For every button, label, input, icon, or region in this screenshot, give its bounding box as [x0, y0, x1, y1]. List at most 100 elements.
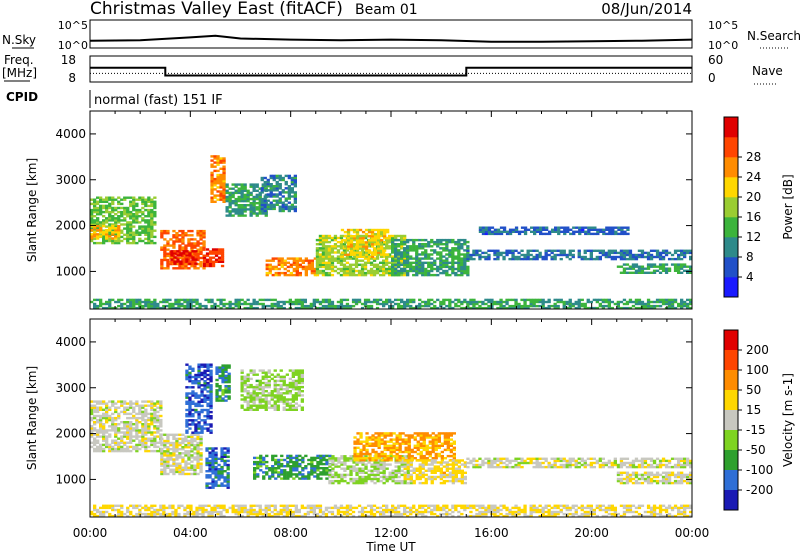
power-cell-94 [105, 198, 109, 201]
velocity-cell-1135 [273, 404, 277, 407]
power-cell-1808 [406, 259, 410, 262]
power-cell-181 [123, 217, 127, 220]
power-cell-673 [210, 200, 214, 203]
velocity-cell-931 [215, 385, 219, 388]
freq-line [90, 66, 692, 77]
power-cell-1692 [370, 237, 375, 240]
power-cell-1769 [397, 269, 401, 273]
power-cell-2952 [454, 304, 458, 308]
power-cell-562 [199, 260, 203, 264]
velocity-cell-269 [138, 443, 142, 447]
power-cell-2878 [385, 302, 389, 306]
power-cell-9 [90, 217, 94, 220]
power-cell-2933 [433, 300, 437, 304]
velocity-cell-588 [196, 464, 200, 467]
power-cell-1487 [382, 255, 386, 258]
power-cell-2436 [596, 232, 600, 236]
power-cell-1824 [409, 255, 413, 258]
power-cell-53 [99, 225, 103, 228]
power-cell-3195 [670, 302, 675, 306]
power-cell-2018 [457, 267, 461, 271]
power-cell-2602 [135, 306, 139, 310]
velocity-cell-545 [187, 466, 191, 469]
power-cell-2391 [551, 230, 555, 233]
power-cell-348 [153, 200, 157, 203]
power-cell-1039 [290, 195, 294, 198]
power-cell-393 [117, 229, 121, 232]
power-cell-2054 [463, 257, 467, 260]
power-cell-2219 [601, 249, 605, 252]
power-cell-862 [252, 210, 256, 213]
velocity-cell-1582 [364, 481, 368, 485]
velocity-cell-479 [172, 446, 176, 449]
velocity-cell-115 [108, 414, 112, 418]
velocity-cell-1417 [310, 460, 314, 464]
power-cell-723 [219, 190, 223, 193]
power-cell-327 [150, 219, 154, 222]
velocity-cell-60 [99, 423, 103, 426]
power-cell-1133 [298, 259, 302, 262]
velocity-cell-1057 [255, 408, 259, 411]
power-cell-2085 [475, 251, 479, 255]
velocity-cell-1163 [279, 398, 283, 401]
power-cell-2045 [460, 243, 464, 246]
power-cell-1483 [382, 265, 386, 269]
velocity-cell-602 [196, 433, 200, 436]
power-cell-2274 [646, 251, 651, 255]
velocity-cell-306 [144, 441, 148, 444]
velocity-cell-799 [209, 394, 213, 397]
power-cell-190 [126, 237, 130, 241]
power-cell-2989 [487, 306, 491, 310]
power-cell-2799 [309, 302, 313, 306]
power-cell-2184 [568, 257, 572, 261]
velocity-cell-770 [206, 408, 210, 412]
power-cell-2855 [360, 302, 365, 306]
power-cell-968 [272, 199, 276, 202]
power-cell-2995 [490, 302, 494, 306]
velocity-cell-412 [160, 462, 164, 465]
velocity-cell-347 [150, 416, 154, 420]
power-cell-429 [166, 240, 170, 243]
velocity-cell-1467 [328, 454, 332, 458]
velocity-cell-798 [209, 396, 213, 399]
power-cell-174 [120, 202, 124, 206]
power-cell-3095 [577, 302, 581, 306]
power-cell-132 [114, 241, 118, 245]
power-cell-818 [240, 204, 244, 207]
velocity-cell-175 [120, 431, 124, 434]
velocity-cell-728 [200, 408, 204, 412]
power-cell-2850 [354, 300, 359, 304]
velocity-cell-83 [102, 412, 106, 416]
velocity-cell-580 [193, 448, 197, 451]
power-cell-3128 [607, 298, 611, 302]
power-cell-634 [205, 260, 210, 263]
power-cell-2317 [689, 257, 693, 261]
freq-trace [90, 66, 692, 77]
velocity-cell-369 [153, 412, 157, 416]
power-cell-1926 [433, 251, 437, 254]
velocity-cell-627 [185, 402, 189, 405]
power-cell-204 [126, 196, 130, 199]
power-cell-3077 [562, 304, 566, 308]
power-cell-2535 [677, 269, 681, 272]
power-cell-2623 [150, 306, 154, 310]
power-cell-2580 [117, 300, 121, 304]
velocity-cell-304 [144, 445, 148, 449]
power-cell-2665 [183, 300, 187, 304]
velocity-cell-745 [203, 419, 207, 422]
power-cell-1643 [355, 241, 360, 244]
power-cell-2934 [436, 306, 440, 310]
power-cell-1990 [448, 238, 452, 242]
power-cell-2983 [481, 306, 485, 310]
velocity-cell-1563 [358, 475, 362, 479]
power-cell-19 [93, 229, 97, 232]
power-cell-1851 [415, 253, 419, 256]
power-cell-638 [205, 248, 210, 251]
power-cell-505 [184, 244, 188, 247]
power-cell-1200 [321, 261, 326, 264]
velocity-cell-1608 [373, 477, 377, 481]
velocity-cell-1131 [270, 377, 274, 381]
velocity-cell-1503 [337, 457, 341, 460]
velocity-cell-9 [90, 416, 94, 420]
velocity-cell-899 [223, 478, 227, 481]
